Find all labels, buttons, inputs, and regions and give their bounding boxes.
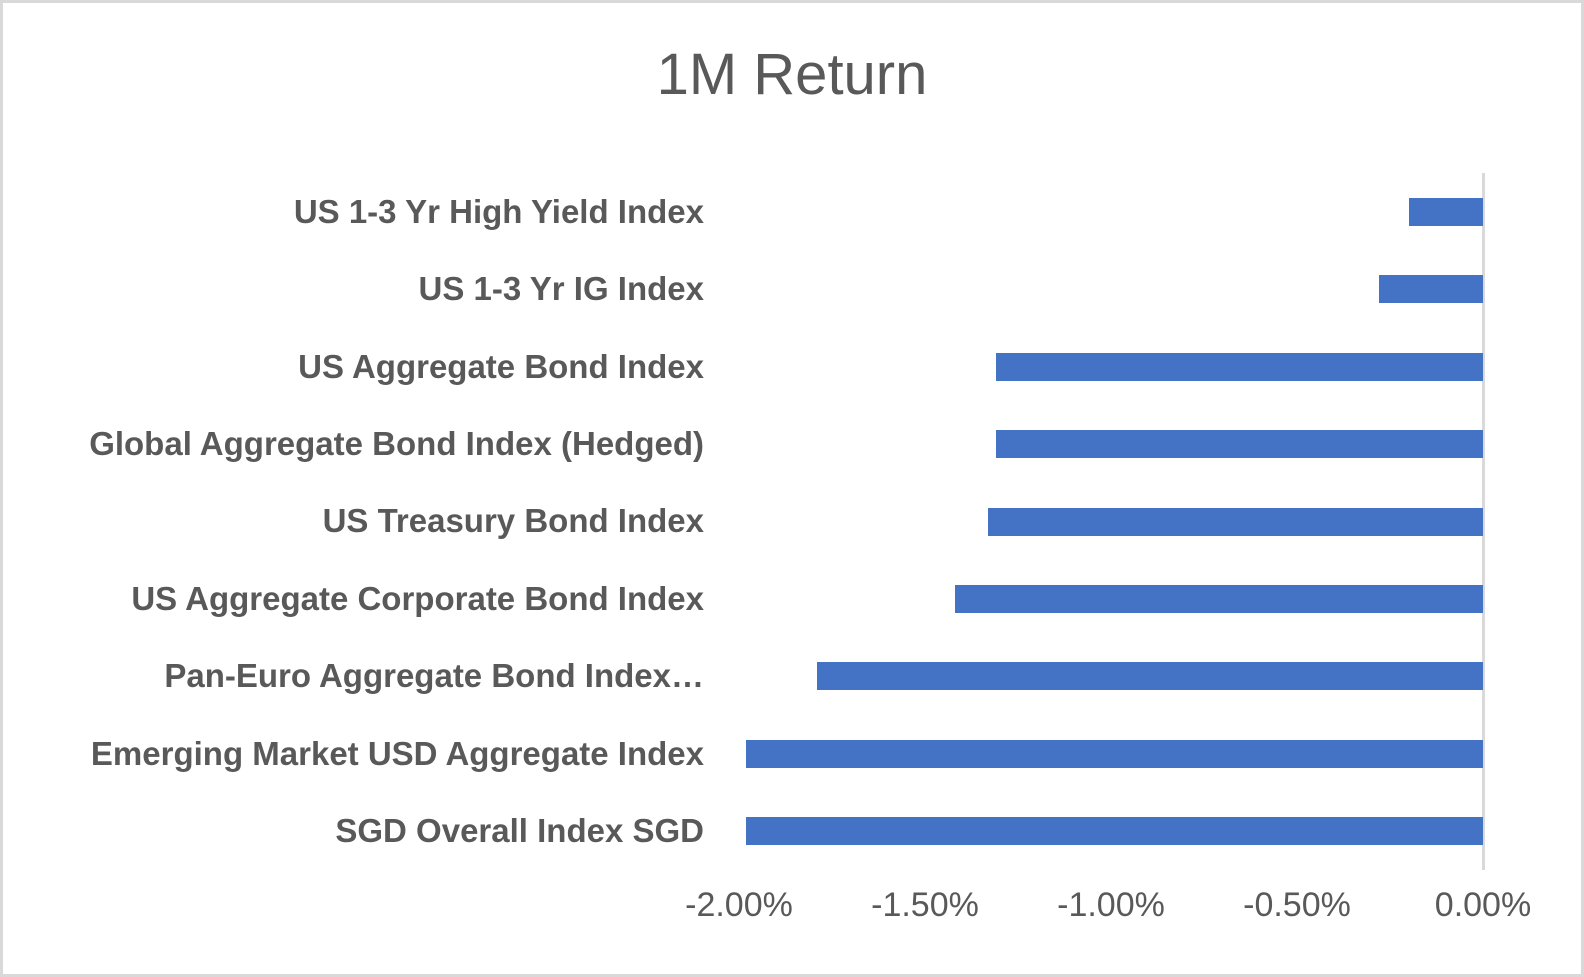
category-label: US Treasury Bond Index	[322, 502, 704, 540]
category-label: SGD Overall Index SGD	[335, 812, 704, 850]
bar[interactable]	[995, 352, 1483, 381]
value-axis: -2.00% -1.50% -1.00% -0.50% 0.00%	[3, 886, 1581, 936]
x-axis-tick-label: 0.00%	[1434, 886, 1532, 924]
category-label: US Aggregate Bond Index	[298, 347, 704, 385]
bar[interactable]	[746, 739, 1483, 768]
category-label: US Aggregate Corporate Bond Index	[131, 579, 704, 617]
x-axis-tick-label: -0.50%	[1243, 886, 1351, 924]
category-label: US 1-3 Yr High Yield Index	[293, 192, 704, 230]
category-label: Pan-Euro Aggregate Bond Index…	[164, 657, 704, 695]
category-label: US 1-3 Yr IG Index	[418, 270, 705, 308]
category-label: Emerging Market USD Aggregate Index	[90, 734, 704, 772]
bar[interactable]	[995, 430, 1483, 459]
x-axis-tick-label: -2.00%	[685, 886, 793, 924]
category-label: Global Aggregate Bond Index (Hedged)	[89, 425, 704, 463]
category-axis: US 1-3 Yr High Yield Index US 1-3 Yr IG I…	[3, 3, 705, 974]
zero-axis-line	[1482, 173, 1485, 870]
x-axis-tick-label: -1.00%	[1057, 886, 1165, 924]
bar[interactable]	[817, 662, 1483, 691]
chart-title: 1M Return	[656, 42, 928, 107]
bar[interactable]	[1408, 197, 1483, 226]
bar[interactable]	[1378, 275, 1483, 304]
bar[interactable]	[746, 817, 1483, 846]
bar[interactable]	[988, 507, 1483, 536]
plot-area	[739, 173, 1485, 870]
bar[interactable]	[954, 584, 1483, 613]
x-axis-tick-label: -1.50%	[871, 886, 979, 924]
